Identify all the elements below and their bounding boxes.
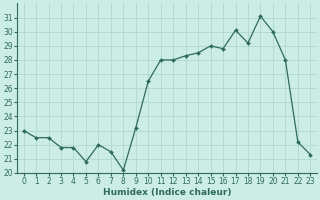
X-axis label: Humidex (Indice chaleur): Humidex (Indice chaleur) (103, 188, 231, 197)
